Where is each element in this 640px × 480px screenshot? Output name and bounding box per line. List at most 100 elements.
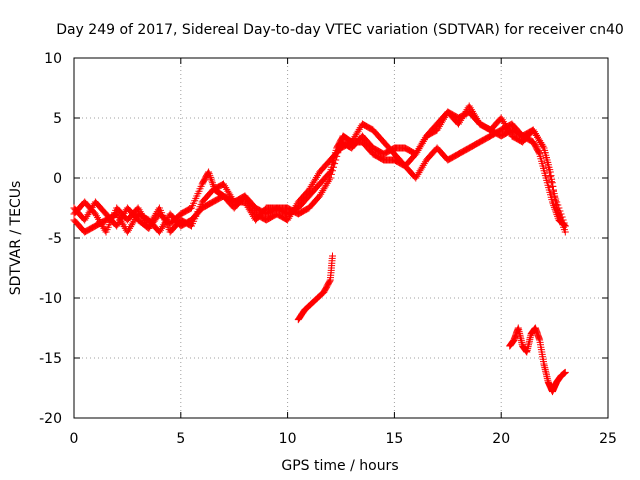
data-point [521, 345, 524, 347]
data-point [447, 111, 449, 113]
data-point [201, 183, 203, 185]
data-point [564, 371, 567, 374]
data-point [115, 225, 118, 227]
data-point [73, 213, 75, 215]
x-tick-labels: 0 5 10 15 20 25 [70, 431, 617, 447]
x-tick-label: 0 [70, 431, 79, 447]
series-markers [506, 324, 569, 396]
data-point [94, 201, 97, 203]
data-point [318, 183, 321, 185]
data-point [169, 231, 171, 233]
data-point [233, 201, 235, 203]
data-point [425, 159, 428, 161]
data-point [393, 159, 396, 161]
axis-ticks [73, 57, 609, 419]
data-point [158, 231, 161, 233]
data-point [329, 177, 332, 179]
data-point [436, 129, 438, 131]
data-point [212, 201, 214, 203]
data-point [83, 219, 86, 221]
data-point [308, 189, 310, 191]
data-point [500, 135, 503, 137]
grid [74, 58, 608, 418]
data-point [521, 141, 524, 143]
data-point [190, 219, 193, 221]
data-point [361, 135, 364, 137]
data-point [94, 225, 97, 227]
data-point [335, 147, 338, 149]
data-point [468, 105, 471, 107]
data-point [425, 135, 428, 137]
data-point [457, 123, 460, 125]
data-point [545, 177, 547, 179]
data-points [70, 102, 569, 396]
data-point [511, 135, 513, 137]
data-point [500, 129, 503, 131]
data-point [297, 207, 300, 209]
data-point [297, 201, 300, 203]
y-tick-label: -10 [39, 291, 62, 307]
data-point [180, 225, 182, 227]
data-point [564, 225, 567, 227]
data-point [265, 207, 268, 209]
data-point [207, 171, 210, 173]
data-point [115, 213, 118, 215]
data-point [342, 135, 344, 137]
data-point [105, 219, 107, 221]
data-point [323, 291, 325, 293]
data-point [126, 207, 129, 209]
data-point [526, 351, 528, 353]
data-point [244, 195, 246, 197]
x-tick-label: 15 [385, 431, 403, 447]
data-point [115, 207, 118, 209]
data-point [297, 318, 300, 321]
data-point [350, 141, 353, 143]
data-point [555, 381, 558, 383]
data-point [318, 171, 321, 173]
data-point [500, 117, 503, 119]
data-point [212, 189, 214, 191]
data-point [318, 195, 321, 197]
x-tick-label: 10 [279, 431, 297, 447]
data-point [543, 147, 545, 149]
data-point [393, 153, 396, 155]
data-point [137, 207, 139, 209]
data-point [382, 153, 385, 155]
chart-title: Day 249 of 2017, Sidereal Day-to-day VTE… [56, 22, 624, 38]
data-point [276, 207, 278, 209]
data-point [547, 381, 549, 383]
data-point [73, 219, 75, 221]
data-point [303, 309, 306, 311]
y-axis-label: SDTVAR / TECUs [8, 181, 24, 296]
data-point [489, 135, 492, 137]
data-point [222, 195, 225, 197]
data-point [190, 207, 193, 209]
data-point [382, 141, 385, 143]
data-point [169, 222, 171, 225]
data-point [340, 141, 342, 143]
data-point [126, 231, 129, 233]
data-point [73, 207, 75, 209]
data-point [180, 219, 182, 221]
data-point [276, 213, 278, 215]
data-point [415, 177, 417, 179]
data-point [94, 213, 97, 215]
data-point [479, 123, 481, 125]
data-point [543, 363, 545, 365]
data-point [308, 207, 310, 209]
data-point [361, 141, 364, 143]
y-tick-label: -20 [39, 411, 62, 427]
data-point [468, 147, 471, 149]
y-tick-labels: -20 -15 -10 -5 0 5 10 [39, 51, 62, 427]
data-point [222, 183, 225, 185]
data-point [158, 207, 161, 209]
y-tick-label: 0 [53, 171, 62, 187]
data-point [329, 171, 332, 173]
data-point [404, 165, 406, 167]
data-point [265, 219, 268, 221]
series-track-5 [506, 324, 569, 396]
data-point [286, 219, 289, 221]
x-tick-label: 5 [176, 431, 185, 447]
data-point [340, 147, 342, 149]
